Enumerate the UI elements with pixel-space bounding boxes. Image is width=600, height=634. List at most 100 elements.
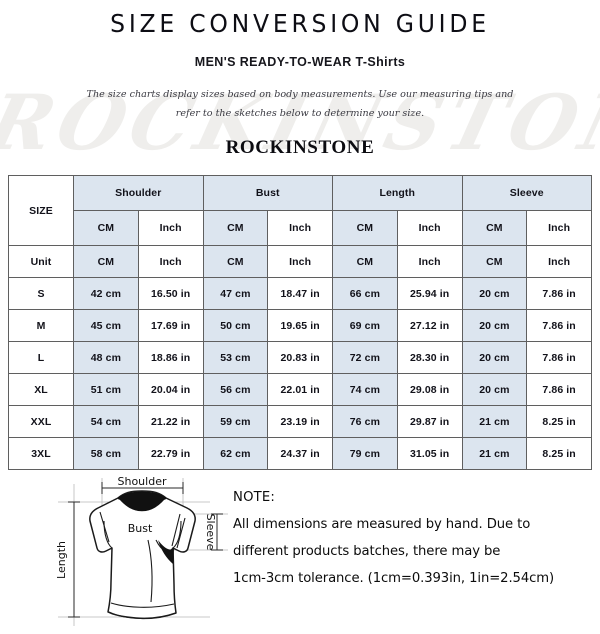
sketch-label-bust: Bust: [128, 522, 153, 535]
cell-length-inch: 29.08 in: [396, 373, 463, 406]
cell-unit-length-cm: CM: [332, 245, 398, 278]
table-unit-header-row: CM Inch CM Inch CM Inch CM Inch: [9, 210, 592, 246]
cell-unit-label: Unit: [8, 245, 74, 278]
cell-length-cm: 79 cm: [332, 437, 398, 470]
cell-bust-cm: 62 cm: [202, 437, 269, 470]
cell-bust-inch: 20.83 in: [267, 341, 333, 374]
cell-shoulder-cm: 42 cm: [73, 277, 139, 310]
cell-bust-cm: 53 cm: [202, 341, 269, 374]
cell-unit-sleeve-cm: CM: [461, 245, 528, 278]
sketch-label-sleeve: Sleeve: [204, 514, 217, 551]
cell-length-cm: 69 cm: [332, 309, 398, 342]
table-row: 3XL 58 cm 22.79 in 62 cm 24.37 in 79 cm …: [8, 437, 592, 470]
cell-shoulder-inch: 20.04 in: [137, 373, 204, 406]
cell-sleeve-cm: 20 cm: [461, 309, 528, 342]
cell-unit-shoulder-inch: Inch: [137, 245, 204, 278]
cell-shoulder-inch: 22.79 in: [137, 437, 204, 470]
cell-length-cm: 72 cm: [332, 341, 398, 374]
cell-size: M: [8, 309, 74, 342]
cell-sleeve-cm: 20 cm: [461, 341, 528, 374]
header-length: Length: [332, 175, 463, 211]
cell-bust-inch: 23.19 in: [267, 405, 333, 438]
cell-unit-length-inch: Inch: [396, 245, 463, 278]
sleeve-dimension-line: [211, 513, 223, 551]
header-sleeve-inch: Inch: [526, 210, 592, 246]
cell-bust-cm: 56 cm: [202, 373, 269, 406]
page-description: The size charts display sizes based on b…: [86, 89, 514, 119]
table-row-unit: Unit CM Inch CM Inch CM Inch CM Inch: [8, 245, 592, 278]
tshirt-measurement-diagram: Shoulder Bust Length Sleeve: [55, 475, 228, 626]
cell-length-inch: 29.87 in: [396, 405, 463, 438]
header-sleeve: Sleeve: [461, 175, 592, 211]
tshirt-shading: [158, 540, 174, 564]
header-shoulder-inch: Inch: [137, 210, 204, 246]
header-bust: Bust: [202, 175, 333, 211]
tshirt-collar: [117, 491, 167, 513]
cell-sleeve-inch: 7.86 in: [526, 309, 592, 342]
table-row: S 42 cm 16.50 in 47 cm 18.47 in 66 cm 25…: [8, 277, 592, 310]
header-size: SIZE: [8, 175, 74, 246]
cell-bust-inch: 24.37 in: [267, 437, 333, 470]
page-title: SIZE CONVERSION GUIDE: [110, 9, 490, 38]
shoulder-dimension-line: [101, 482, 184, 494]
header-shoulder: Shoulder: [73, 175, 204, 211]
cell-shoulder-inch: 21.22 in: [137, 405, 204, 438]
header-bust-inch: Inch: [267, 210, 333, 246]
note-line-3: 1cm-3cm tolerance. (1cm=0.393in, 1in=2.5…: [233, 571, 555, 586]
cell-sleeve-cm: 21 cm: [461, 437, 528, 470]
cell-length-cm: 76 cm: [332, 405, 398, 438]
cell-shoulder-inch: 16.50 in: [137, 277, 204, 310]
sketch-label-shoulder: Shoulder: [118, 475, 167, 488]
cell-size: XXL: [8, 405, 74, 438]
cell-bust-inch: 19.65 in: [267, 309, 333, 342]
cell-unit-shoulder-cm: CM: [73, 245, 139, 278]
cell-sleeve-cm: 21 cm: [461, 405, 528, 438]
note-line-2: different products batches, there may be: [233, 544, 501, 559]
table-group-header-row: SIZE Shoulder Bust Length Sleeve: [8, 175, 592, 246]
cell-bust-cm: 47 cm: [202, 277, 269, 310]
size-table-container: SIZE Shoulder Bust Length Sleeve CM Inch…: [8, 175, 592, 470]
cell-sleeve-cm: 20 cm: [461, 373, 528, 406]
cell-length-cm: 66 cm: [332, 277, 398, 310]
cell-length-inch: 25.94 in: [396, 277, 463, 310]
sketch-label-length: Length: [55, 541, 68, 579]
table-row: XL 51 cm 20.04 in 56 cm 22.01 in 74 cm 2…: [8, 373, 592, 406]
cell-shoulder-cm: 45 cm: [73, 309, 139, 342]
cell-unit-sleeve-inch: Inch: [526, 245, 592, 278]
cell-shoulder-cm: 51 cm: [73, 373, 139, 406]
cell-shoulder-cm: 54 cm: [73, 405, 139, 438]
cell-length-inch: 31.05 in: [396, 437, 463, 470]
header-length-cm: CM: [332, 210, 398, 246]
cell-shoulder-cm: 48 cm: [73, 341, 139, 374]
table-row: M 45 cm 17.69 in 50 cm 19.65 in 69 cm 27…: [8, 309, 592, 342]
cell-bust-cm: 59 cm: [202, 405, 269, 438]
cell-bust-inch: 22.01 in: [267, 373, 333, 406]
cell-length-inch: 27.12 in: [396, 309, 463, 342]
header-bust-cm: CM: [202, 210, 269, 246]
cell-sleeve-cm: 20 cm: [461, 277, 528, 310]
note-title: NOTE:: [233, 490, 276, 505]
cell-shoulder-inch: 17.69 in: [137, 309, 204, 342]
bottom-section: Shoulder Bust Length Sleeve NOTE: All di…: [0, 475, 600, 634]
cell-unit-bust-inch: Inch: [267, 245, 333, 278]
cell-size: L: [8, 341, 74, 374]
header-shoulder-cm: CM: [73, 210, 139, 246]
header-length-inch: Inch: [396, 210, 463, 246]
page-header: SIZE CONVERSION GUIDE MEN'S READY-TO-WEA…: [0, 0, 600, 159]
cell-size: 3XL: [8, 437, 74, 470]
cell-sleeve-inch: 8.25 in: [526, 405, 592, 438]
cell-length-cm: 74 cm: [332, 373, 398, 406]
cell-bust-inch: 18.47 in: [267, 277, 333, 310]
cell-unit-bust-cm: CM: [202, 245, 269, 278]
cell-shoulder-inch: 18.86 in: [137, 341, 204, 374]
cell-shoulder-cm: 58 cm: [73, 437, 139, 470]
cell-sleeve-inch: 8.25 in: [526, 437, 592, 470]
cell-size: XL: [8, 373, 74, 406]
note-line-1: All dimensions are measured by hand. Due…: [233, 517, 531, 532]
page-subtitle: MEN'S READY-TO-WEAR T-Shirts: [194, 55, 406, 69]
cell-bust-cm: 50 cm: [202, 309, 269, 342]
table-row: L 48 cm 18.86 in 53 cm 20.83 in 72 cm 28…: [8, 341, 592, 374]
cell-length-inch: 28.30 in: [396, 341, 463, 374]
brand-name: ROCKINSTONE: [225, 137, 375, 158]
cell-sleeve-inch: 7.86 in: [526, 277, 592, 310]
